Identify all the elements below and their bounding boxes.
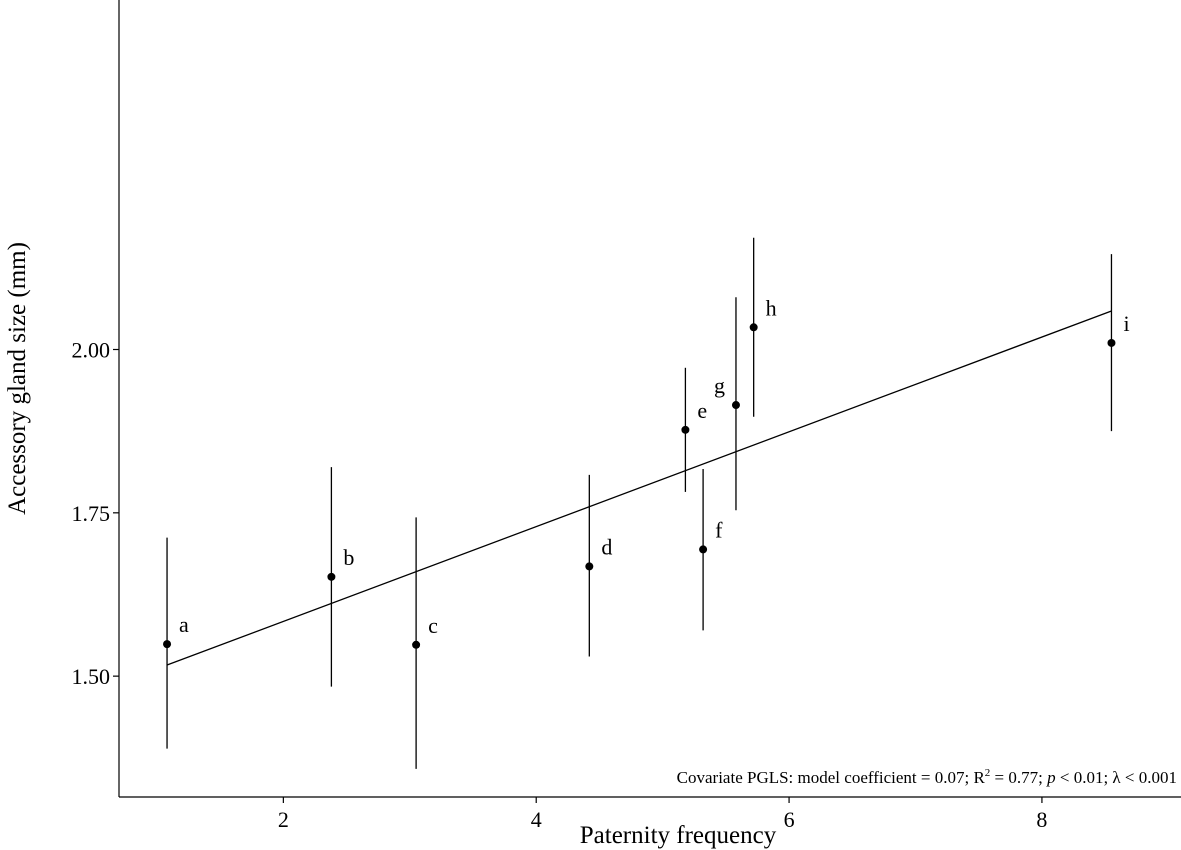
data-point-marker	[749, 323, 758, 332]
data-point-d: d	[585, 474, 612, 657]
x-tick-label: 8	[1036, 807, 1047, 832]
data-point-marker	[163, 640, 172, 649]
point-label: b	[343, 545, 354, 570]
x-axis-title: Paternity frequency	[580, 822, 777, 849]
data-points-layer: a b c d e f g h i	[163, 237, 1130, 769]
x-tick-label: 2	[278, 807, 289, 832]
y-tick-label: 2.00	[72, 338, 111, 363]
y-tick-label: 1.75	[72, 501, 111, 526]
model-annotation: Covariate PGLS: model coefficient = 0.07…	[677, 767, 1177, 787]
axes	[118, 0, 1181, 798]
annotation-r2-value: = 0.77;	[990, 768, 1047, 787]
regression-line	[166, 310, 1112, 666]
data-point-i: i	[1107, 254, 1130, 432]
y-axis-title: Accessory gland size (mm)	[4, 242, 31, 515]
data-point-marker	[412, 640, 421, 649]
x-axis-ticks: 2 4 6 8	[278, 797, 1047, 832]
point-label: h	[766, 295, 777, 320]
y-axis-ticks: 1.50 1.75 2.00	[72, 338, 119, 689]
point-label: f	[715, 517, 723, 542]
data-point-marker	[681, 425, 690, 434]
data-point-marker	[731, 401, 740, 410]
data-point-g: g	[714, 297, 740, 511]
data-point-a: a	[163, 537, 189, 749]
point-label: a	[179, 612, 189, 637]
data-point-marker	[1107, 338, 1116, 347]
data-point-marker	[699, 545, 708, 554]
regression-line-layer	[166, 310, 1112, 666]
annotation-p-value: < 0.01; λ < 0.001	[1056, 768, 1177, 787]
point-label: g	[714, 373, 725, 398]
data-point-f: f	[699, 469, 723, 631]
data-point-marker	[327, 572, 336, 581]
x-tick-label: 6	[784, 807, 795, 832]
point-label: e	[697, 398, 707, 423]
point-label: i	[1123, 311, 1129, 336]
annotation-prefix: Covariate PGLS: model coefficient = 0.07…	[677, 768, 986, 787]
point-label: c	[428, 613, 438, 638]
annotation-superscript: 2	[985, 767, 991, 779]
y-tick-label: 1.50	[72, 664, 111, 689]
data-point-b: b	[327, 467, 354, 687]
data-point-c: c	[412, 517, 438, 769]
data-point-marker	[585, 562, 594, 571]
data-point-h: h	[749, 237, 777, 417]
annotation-p-symbol: p	[1046, 768, 1056, 787]
x-tick-label: 4	[531, 807, 542, 832]
point-label: d	[601, 534, 612, 559]
data-point-e: e	[681, 367, 707, 492]
